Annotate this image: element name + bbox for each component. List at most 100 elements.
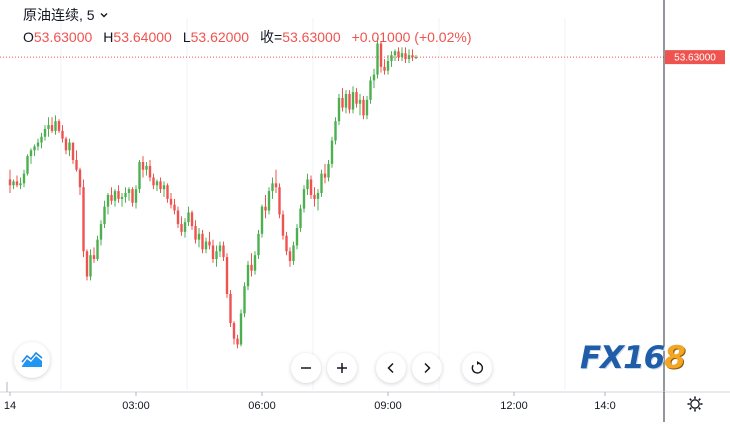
candle bbox=[239, 309, 243, 347]
settings-button[interactable] bbox=[686, 395, 704, 413]
candle-body bbox=[250, 264, 253, 271]
candle-body bbox=[78, 169, 82, 188]
candle bbox=[285, 231, 288, 256]
candle bbox=[47, 117, 50, 137]
candle-body bbox=[372, 74, 376, 81]
candle bbox=[281, 210, 285, 240]
candle bbox=[26, 154, 29, 176]
candle-body bbox=[390, 55, 393, 62]
scroll-right-button[interactable] bbox=[412, 353, 442, 383]
candle bbox=[103, 200, 106, 228]
candle bbox=[96, 235, 99, 261]
candle-body bbox=[29, 150, 33, 157]
candle-body bbox=[68, 142, 71, 151]
candle bbox=[278, 183, 281, 219]
candle-body bbox=[414, 57, 418, 59]
candle bbox=[411, 49, 414, 62]
candle bbox=[29, 148, 33, 164]
candle-body bbox=[113, 191, 117, 201]
low-label: L bbox=[182, 29, 191, 45]
candle bbox=[334, 117, 337, 145]
candle bbox=[365, 95, 369, 120]
symbol-title-row[interactable]: 原油连续, 5 bbox=[23, 5, 472, 25]
candle-body bbox=[173, 204, 176, 211]
candle-body bbox=[320, 173, 323, 194]
candle bbox=[201, 229, 204, 254]
gear-icon bbox=[687, 396, 703, 412]
candle-body bbox=[260, 206, 264, 234]
candle bbox=[400, 47, 404, 62]
candle bbox=[141, 156, 145, 178]
candle-body bbox=[267, 191, 271, 211]
logo-fx-text: FX16 bbox=[580, 340, 665, 376]
candle bbox=[397, 47, 400, 62]
reset-chart-button[interactable] bbox=[462, 353, 492, 383]
time-scale[interactable]: 14 03:00 06:00 09:00 12:00 14:0 bbox=[0, 382, 730, 422]
candle-body bbox=[397, 51, 400, 58]
candle-body bbox=[369, 80, 372, 100]
candle-body bbox=[12, 181, 15, 186]
candle-body bbox=[110, 194, 113, 201]
candle bbox=[162, 181, 166, 197]
chart-type-button[interactable] bbox=[14, 342, 50, 378]
candle bbox=[372, 68, 376, 89]
candle-body bbox=[257, 233, 260, 256]
candle bbox=[341, 88, 344, 112]
minus-icon bbox=[301, 367, 311, 369]
candle bbox=[358, 94, 362, 116]
fx168-logo: FX16 8 bbox=[580, 340, 686, 376]
candle-body bbox=[309, 179, 313, 195]
x-tick-label: 12:00 bbox=[500, 400, 528, 412]
candle bbox=[306, 173, 309, 195]
candle-body bbox=[229, 293, 232, 324]
candle bbox=[225, 253, 229, 298]
candle-body bbox=[159, 181, 162, 190]
candle-body bbox=[351, 92, 355, 110]
candle bbox=[173, 198, 176, 215]
candle bbox=[267, 187, 271, 215]
candle bbox=[64, 136, 68, 155]
candle bbox=[344, 90, 348, 114]
change-value: +0.01000 (+0.02%) bbox=[351, 29, 472, 45]
candle-body bbox=[89, 255, 92, 277]
candle-body bbox=[285, 235, 288, 252]
candle-body bbox=[162, 185, 166, 190]
candle-body bbox=[376, 43, 379, 75]
candle-body bbox=[222, 245, 225, 258]
candle-body bbox=[19, 183, 22, 186]
candle bbox=[148, 160, 152, 182]
zoom-out-button[interactable] bbox=[291, 353, 321, 383]
candle-body bbox=[334, 121, 337, 141]
candle-body bbox=[383, 66, 386, 71]
candle-body bbox=[337, 97, 341, 122]
chevron-down-icon[interactable] bbox=[99, 10, 109, 20]
candle-body bbox=[61, 130, 64, 139]
price-scale[interactable]: 53.63000 bbox=[663, 0, 725, 392]
candle bbox=[71, 142, 75, 164]
candle-body bbox=[211, 245, 215, 260]
candle bbox=[316, 189, 320, 211]
open-label: O bbox=[23, 29, 34, 45]
candle bbox=[243, 282, 246, 318]
candle-body bbox=[404, 53, 407, 60]
candle bbox=[271, 177, 274, 199]
last-price-tag bbox=[665, 50, 725, 65]
candle bbox=[369, 76, 372, 104]
candle-body bbox=[22, 173, 26, 184]
ohlc-high: H53.64000 bbox=[103, 29, 172, 45]
candle bbox=[348, 90, 351, 114]
scroll-left-button[interactable] bbox=[376, 353, 406, 383]
candle bbox=[61, 125, 64, 143]
candle bbox=[292, 241, 295, 265]
candle bbox=[117, 185, 120, 203]
zoom-in-button[interactable] bbox=[327, 353, 357, 383]
candle-body bbox=[253, 255, 257, 271]
candle bbox=[250, 253, 253, 277]
candle bbox=[127, 187, 131, 201]
candle-body bbox=[127, 189, 131, 194]
candle-body bbox=[148, 165, 152, 178]
candle-body bbox=[218, 245, 222, 252]
candle-body bbox=[8, 179, 12, 186]
